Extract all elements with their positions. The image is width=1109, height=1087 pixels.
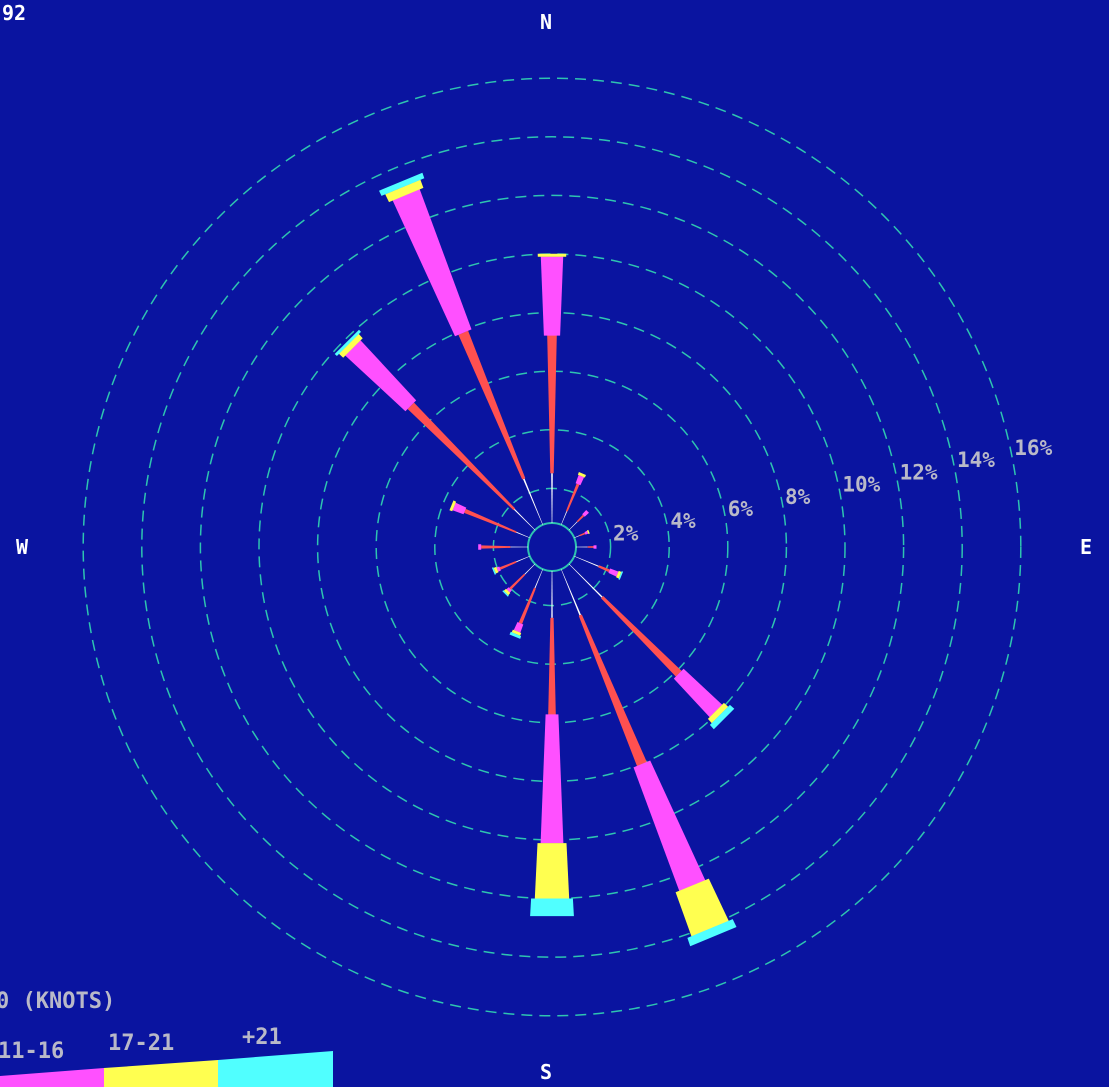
- sector-bar-segment: [407, 402, 516, 511]
- sector-bar-segment: [616, 570, 622, 579]
- sector-bar-segment: [568, 563, 603, 598]
- sector-bar-segment: [392, 189, 472, 337]
- sector-bar-segment: [509, 631, 522, 639]
- sector-bar-segment: [523, 478, 543, 525]
- sector-bar-segment: [551, 571, 553, 618]
- sector-bar-segment: [516, 556, 530, 563]
- sector-bar-segment: [530, 898, 574, 917]
- sector-bar-segment: [551, 473, 553, 523]
- sector-bar-segment: [478, 544, 482, 550]
- sector-bar-segment: [568, 521, 578, 531]
- sector-bar-segment: [547, 335, 557, 474]
- sector-bar-segment: [499, 561, 517, 570]
- sector-bar-segment: [496, 566, 501, 572]
- sector-bar-segment: [579, 532, 586, 537]
- sector-bar-segment: [575, 475, 585, 486]
- sector-bar-segment: [516, 531, 530, 538]
- sector-bar-segment: [707, 702, 729, 724]
- radial-ring: [82, 77, 1022, 1017]
- sector-bar-segment: [574, 535, 580, 538]
- sector-bar-segment: [540, 256, 564, 336]
- sector-bar-segment: [598, 565, 610, 573]
- sector-bar-segment: [578, 614, 647, 767]
- sector-bar-segment: [513, 622, 524, 633]
- sector-bar-segment: [334, 329, 361, 356]
- sector-bar-segment: [385, 179, 424, 203]
- sector-bar-segment: [582, 510, 589, 517]
- sector-bar-segment: [537, 253, 567, 257]
- sector-bar-segment: [576, 546, 588, 548]
- sector-bar-segment: [338, 333, 363, 358]
- sector-bar-segment: [534, 843, 570, 899]
- sector-bar-segment: [518, 587, 536, 624]
- calm-circle: [527, 522, 577, 572]
- direction-north: N: [540, 10, 553, 34]
- sector-bar-segment: [524, 563, 536, 575]
- sector-bars: [334, 172, 737, 947]
- sector-bar-segment: [675, 878, 729, 937]
- radial-tick-label: 4%: [670, 509, 696, 533]
- sector-bar-segment: [509, 573, 526, 590]
- radial-tick-label: 10%: [842, 473, 880, 497]
- radial-tick-label: 16%: [1014, 436, 1052, 460]
- radial-ring: [141, 136, 963, 958]
- radial-tick-labels: 2% 4% 6% 8% 10% 12% 14% 16%: [613, 436, 1053, 545]
- sector-bar-segment: [506, 587, 512, 593]
- sector-bar-segment: [452, 502, 467, 515]
- legend: 0 (KNOTS) 11-16 17-21 +21: [0, 989, 333, 1087]
- sector-bar-segment: [379, 172, 425, 196]
- sector-bar-segment: [458, 330, 526, 480]
- legend-title: 0 (KNOTS): [0, 989, 115, 1014]
- sector-bar-segment: [601, 596, 682, 677]
- radial-tick-label: 12%: [900, 460, 938, 484]
- legend-swatch: [0, 1068, 104, 1087]
- sector-bar-segment: [577, 472, 586, 478]
- sector-bar-segment: [345, 340, 417, 412]
- sector-bar-segment: [608, 568, 619, 577]
- legend-swatch: [218, 1051, 333, 1087]
- sector-bar-segment: [513, 508, 536, 531]
- legend-swatch: [104, 1060, 218, 1087]
- sector-bar-segment: [511, 629, 522, 636]
- legend-entry-label: 17-21: [108, 1031, 174, 1056]
- radial-tick-label: 8%: [785, 485, 811, 509]
- direction-south: S: [540, 1060, 553, 1084]
- sector-bar-segment: [586, 529, 590, 534]
- sector-bar-segment: [576, 514, 585, 523]
- sector-bar-segment: [548, 617, 556, 715]
- sector-bar-segment: [540, 714, 564, 844]
- sector-bar-segment: [673, 668, 723, 718]
- sector-bar-segment: [534, 569, 543, 589]
- sector-bar-segment: [566, 483, 580, 512]
- sector-bar-segment: [491, 567, 497, 575]
- radial-tick-label: 14%: [957, 448, 995, 472]
- legend-entry-label: +21: [242, 1025, 282, 1050]
- sector-bar-segment: [503, 588, 511, 596]
- sector-bar-segment: [687, 919, 737, 947]
- radial-tick-label: 2%: [613, 521, 639, 545]
- direction-west: W: [16, 535, 29, 559]
- radial-tick-label: 6%: [728, 497, 754, 521]
- sector-bar-segment: [510, 546, 528, 548]
- corner-text: 92: [2, 1, 27, 25]
- sector-bar-segment: [709, 704, 735, 730]
- sector-bar-segment: [593, 545, 597, 549]
- sector-bar-segment: [618, 571, 624, 580]
- legend-entry-label: 11-16: [0, 1039, 64, 1064]
- sector-bar-segment: [493, 566, 499, 574]
- sector-bar-segment: [464, 508, 517, 533]
- sector-bar-segment: [481, 545, 511, 549]
- direction-east: E: [1080, 535, 1093, 559]
- radial-ring: [199, 194, 905, 900]
- sector-bar-segment: [561, 511, 568, 525]
- sector-bar-segment: [633, 760, 706, 891]
- sector-bar-segment: [561, 569, 581, 616]
- sector-bar-segment: [449, 500, 457, 512]
- sector-bar-segment: [584, 530, 589, 535]
- sector-bar-segment: [587, 546, 594, 548]
- sector-bar-segment: [574, 556, 599, 567]
- sector-bar-segment: [502, 590, 509, 597]
